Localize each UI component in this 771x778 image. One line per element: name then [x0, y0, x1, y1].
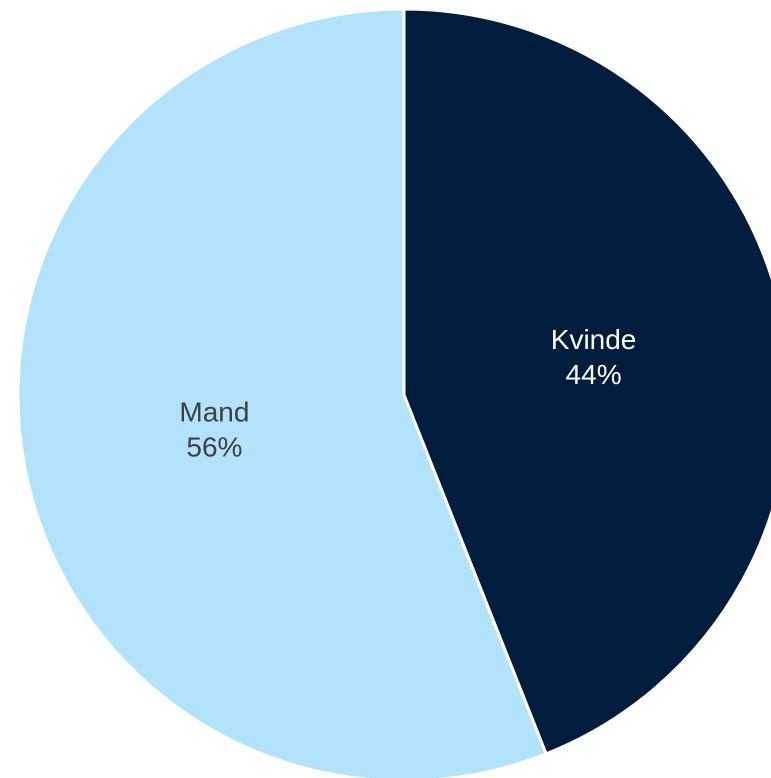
slice-percent-kvinde: 44%: [566, 359, 622, 390]
slice-label-mand: Mand: [179, 397, 249, 428]
pie-slice-mand: [16, 7, 548, 778]
slice-percent-mand: 56%: [186, 432, 242, 463]
pie-slice-kvinde: [402, 7, 771, 756]
slice-label-kvinde: Kvinde: [551, 324, 637, 355]
